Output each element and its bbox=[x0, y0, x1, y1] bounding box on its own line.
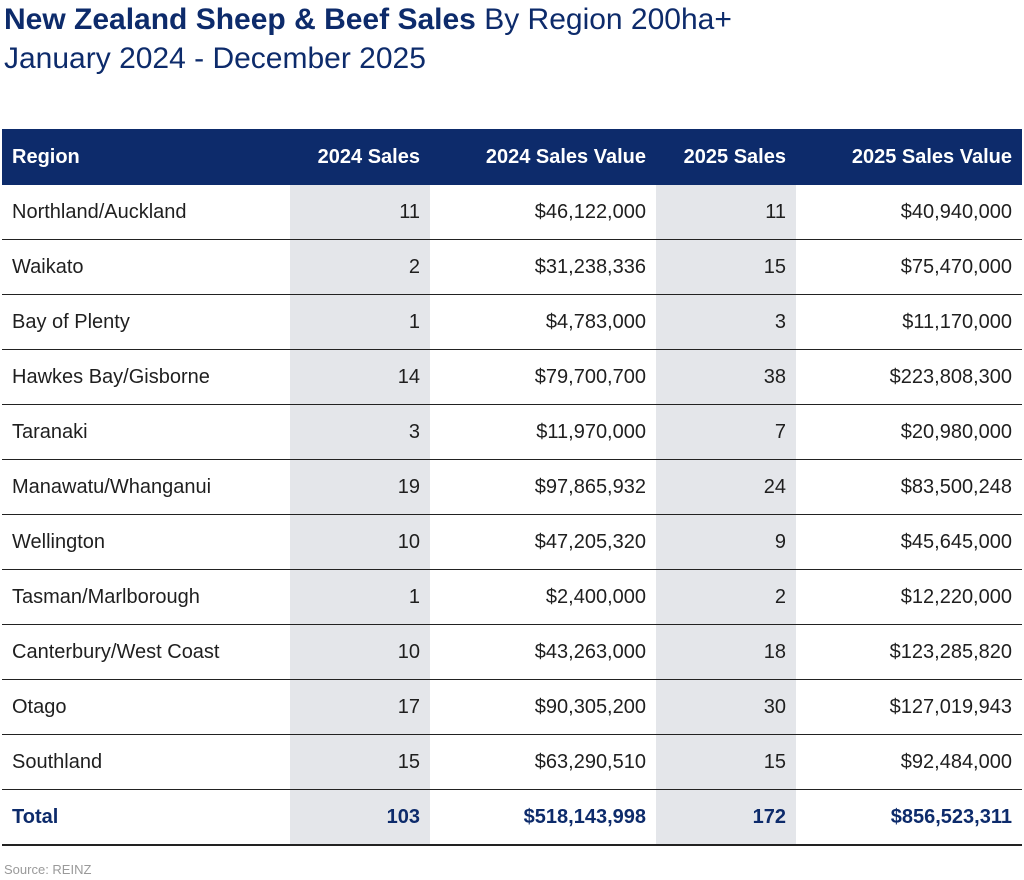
sales-2025-cell: 2 bbox=[656, 569, 796, 625]
value-2025-cell: $11,170,000 bbox=[796, 294, 1022, 350]
region-cell: Waikato bbox=[2, 239, 290, 295]
sales-2025-cell: 11 bbox=[656, 185, 796, 240]
value-2025-cell: $40,940,000 bbox=[796, 185, 1022, 240]
value-2025-cell: $127,019,943 bbox=[796, 679, 1022, 735]
sales-2024-cell: 15 bbox=[290, 734, 430, 790]
title-block: New Zealand Sheep & Beef Sales By Region… bbox=[4, 0, 732, 79]
sales-2025-cell: 3 bbox=[656, 294, 796, 350]
sales-2024-cell: 11 bbox=[290, 185, 430, 240]
value-2025-cell: $123,285,820 bbox=[796, 624, 1022, 680]
value-2025-cell: $12,220,000 bbox=[796, 569, 1022, 625]
page-subtitle: January 2024 - December 2025 bbox=[4, 42, 426, 75]
table-row: Canterbury/West Coast 10 $43,263,000 18 $123… bbox=[2, 624, 1022, 680]
region-cell: Otago bbox=[2, 679, 290, 735]
sales-2025-cell: 18 bbox=[656, 624, 796, 680]
value-2024-cell: $63,290,510 bbox=[430, 734, 656, 790]
title-light-part: By Region 200ha+ bbox=[484, 3, 732, 36]
sales-2024-cell: 103 bbox=[290, 789, 430, 846]
region-cell: Hawkes Bay/Gisborne bbox=[2, 349, 290, 405]
sales-2024-cell: 14 bbox=[290, 349, 430, 405]
value-2024-cell: $4,783,000 bbox=[430, 294, 656, 350]
table-row: Northland/Auckland 11 $46,122,000 11 $40,940… bbox=[2, 185, 1022, 240]
region-cell: Taranaki bbox=[2, 404, 290, 460]
sales-2025-cell: 24 bbox=[656, 459, 796, 515]
value-2025-cell: $20,980,000 bbox=[796, 404, 1022, 460]
sales-2024-cell: 1 bbox=[290, 569, 430, 625]
region-cell: Total bbox=[2, 789, 290, 846]
region-cell: Bay of Plenty bbox=[2, 294, 290, 350]
sales-2025-cell: 38 bbox=[656, 349, 796, 405]
region-cell: Northland/Auckland bbox=[2, 185, 290, 240]
table-row: Bay of Plenty 1 $4,783,000 3 $11,170,000 bbox=[2, 294, 1022, 350]
sales-2025-cell: 15 bbox=[656, 239, 796, 295]
table-row: Hawkes Bay/Gisborne 14 $79,700,700 38 $223,8… bbox=[2, 349, 1022, 405]
region-cell: Canterbury/West Coast bbox=[2, 624, 290, 680]
value-2025-cell: $92,484,000 bbox=[796, 734, 1022, 790]
table-row: Tasman/Marlborough 1 $2,400,000 2 $12,220,00… bbox=[2, 569, 1022, 625]
table-body: Northland/Auckland 11 $46,122,000 11 $40,940… bbox=[2, 185, 1022, 846]
source-note: Source: REINZ bbox=[4, 862, 92, 877]
region-cell: Wellington bbox=[2, 514, 290, 570]
region-cell: Southland bbox=[2, 734, 290, 790]
table-row: Taranaki 3 $11,970,000 7 $20,980,000 bbox=[2, 404, 1022, 460]
region-cell: Manawatu/Whanganui bbox=[2, 459, 290, 515]
value-2024-cell: $31,238,336 bbox=[430, 239, 656, 295]
sales-2024-cell: 2 bbox=[290, 239, 430, 295]
table-header-row: Region 2024 Sales 2024 Sales Value 2025 … bbox=[2, 129, 1022, 185]
total-row: Total 103 $518,143,998 172 $856,523,311 bbox=[2, 789, 1022, 846]
sales-2025-cell: 172 bbox=[656, 789, 796, 846]
value-2024-cell: $43,263,000 bbox=[430, 624, 656, 680]
sales-2025-cell: 7 bbox=[656, 404, 796, 460]
sales-2024-cell: 17 bbox=[290, 679, 430, 735]
value-2025-cell: $45,645,000 bbox=[796, 514, 1022, 570]
title-bold-part: New Zealand Sheep & Beef Sales bbox=[4, 3, 476, 36]
sales-2024-cell: 10 bbox=[290, 624, 430, 680]
value-2024-cell: $11,970,000 bbox=[430, 404, 656, 460]
sales-2024-cell: 3 bbox=[290, 404, 430, 460]
column-header: 2024 Sales Value bbox=[430, 129, 656, 185]
value-2024-cell: $47,205,320 bbox=[430, 514, 656, 570]
sales-2025-cell: 9 bbox=[656, 514, 796, 570]
value-2024-cell: $518,143,998 bbox=[430, 789, 656, 846]
value-2024-cell: $90,305,200 bbox=[430, 679, 656, 735]
table-row: Southland 15 $63,290,510 15 $92,484,000 bbox=[2, 734, 1022, 790]
table-row: Otago 17 $90,305,200 30 $127,019,943 bbox=[2, 679, 1022, 735]
sales-2025-cell: 30 bbox=[656, 679, 796, 735]
value-2025-cell: $83,500,248 bbox=[796, 459, 1022, 515]
value-2025-cell: $75,470,000 bbox=[796, 239, 1022, 295]
sales-table: Region 2024 Sales 2024 Sales Value 2025 … bbox=[2, 129, 1022, 846]
value-2024-cell: $97,865,932 bbox=[430, 459, 656, 515]
column-header: 2025 Sales Value bbox=[796, 129, 1022, 185]
column-header: Region bbox=[2, 129, 290, 185]
sales-2024-cell: 10 bbox=[290, 514, 430, 570]
sales-2024-cell: 1 bbox=[290, 294, 430, 350]
column-header: 2025 Sales bbox=[656, 129, 796, 185]
sales-2025-cell: 15 bbox=[656, 734, 796, 790]
value-2025-cell: $223,808,300 bbox=[796, 349, 1022, 405]
table-row: Manawatu/Whanganui 19 $97,865,932 24 $83,500… bbox=[2, 459, 1022, 515]
value-2024-cell: $2,400,000 bbox=[430, 569, 656, 625]
value-2025-cell: $856,523,311 bbox=[796, 789, 1022, 846]
value-2024-cell: $79,700,700 bbox=[430, 349, 656, 405]
value-2024-cell: $46,122,000 bbox=[430, 185, 656, 240]
column-header: 2024 Sales bbox=[290, 129, 430, 185]
table-row: Waikato 2 $31,238,336 15 $75,470,000 bbox=[2, 239, 1022, 295]
region-cell: Tasman/Marlborough bbox=[2, 569, 290, 625]
sales-2024-cell: 19 bbox=[290, 459, 430, 515]
page-title: New Zealand Sheep & Beef Sales By Region… bbox=[4, 0, 732, 40]
table-row: Wellington 10 $47,205,320 9 $45,645,000 bbox=[2, 514, 1022, 570]
